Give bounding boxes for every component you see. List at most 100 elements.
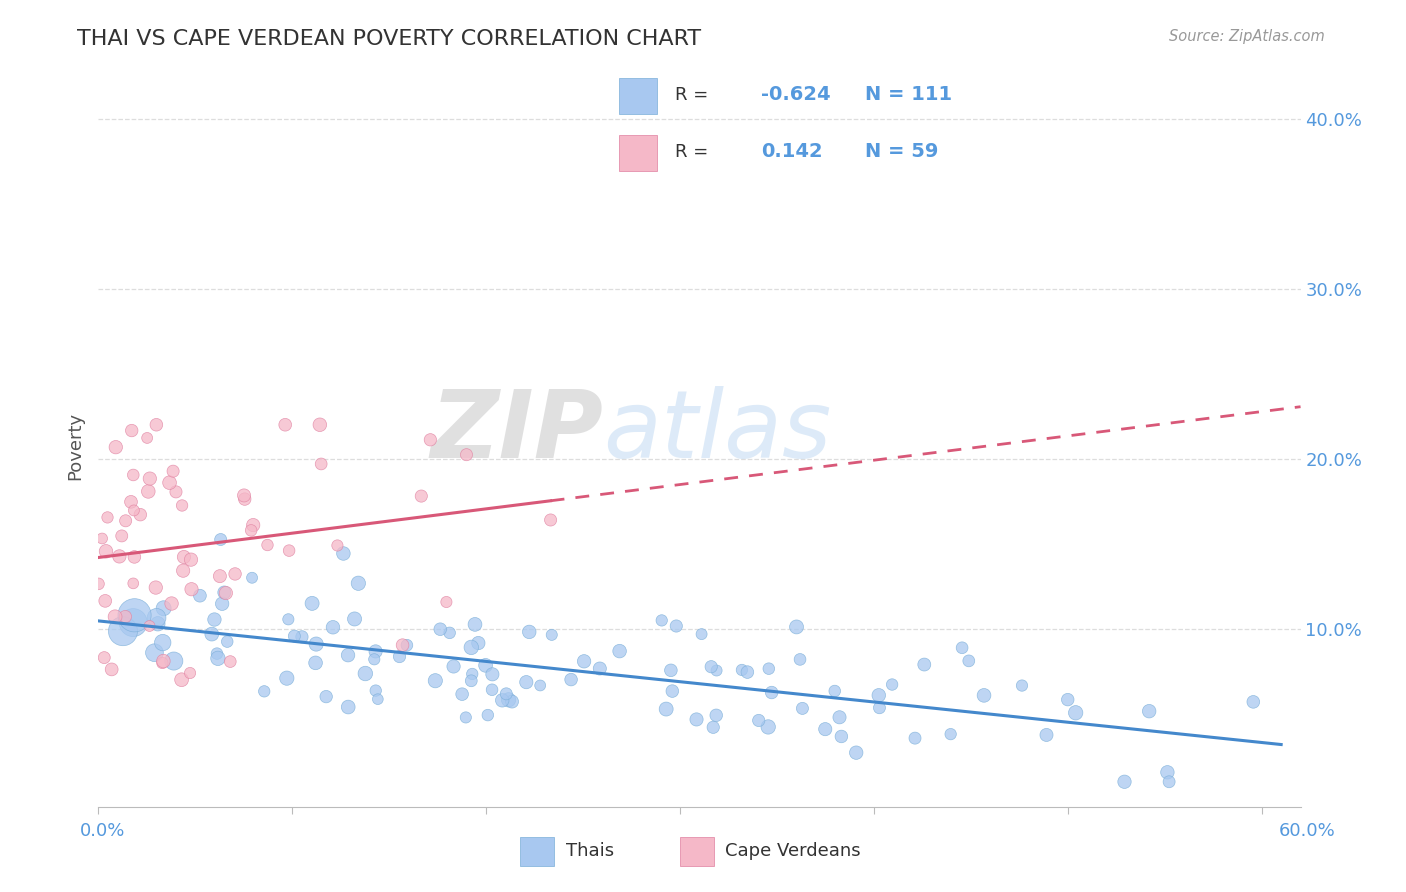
Point bbox=[124, 549, 146, 564]
Point bbox=[609, 644, 631, 658]
Point bbox=[364, 683, 387, 698]
Point bbox=[973, 689, 995, 703]
Point bbox=[180, 582, 202, 597]
Point bbox=[443, 659, 465, 673]
Point bbox=[145, 581, 167, 595]
Point bbox=[912, 657, 935, 672]
Point bbox=[207, 651, 229, 665]
Point bbox=[481, 682, 503, 697]
Point bbox=[367, 692, 389, 706]
Point bbox=[122, 503, 145, 517]
Point bbox=[111, 529, 134, 543]
Point bbox=[322, 620, 344, 634]
Point bbox=[540, 628, 562, 642]
Point bbox=[761, 685, 783, 699]
Point bbox=[337, 700, 360, 714]
Point bbox=[363, 652, 385, 666]
Point bbox=[104, 440, 127, 454]
Point bbox=[1056, 692, 1078, 706]
Point bbox=[792, 701, 814, 715]
Point bbox=[1156, 765, 1178, 780]
Point bbox=[460, 673, 482, 688]
Point bbox=[274, 417, 297, 432]
Point bbox=[498, 693, 520, 707]
Point bbox=[201, 627, 224, 641]
Point bbox=[481, 667, 503, 681]
Point bbox=[540, 513, 562, 527]
Point bbox=[165, 484, 187, 499]
Point bbox=[108, 549, 131, 564]
Point bbox=[136, 431, 159, 445]
Point bbox=[188, 589, 211, 603]
Point bbox=[214, 585, 236, 599]
Point bbox=[737, 665, 759, 679]
Point bbox=[786, 620, 808, 634]
Point bbox=[162, 464, 184, 478]
Point bbox=[685, 713, 707, 727]
Point bbox=[1137, 704, 1160, 718]
Point bbox=[425, 673, 447, 688]
Point bbox=[789, 652, 811, 666]
Point bbox=[305, 637, 328, 651]
Point bbox=[309, 457, 332, 471]
Point bbox=[145, 611, 167, 625]
Point bbox=[501, 695, 523, 709]
Text: Thais: Thais bbox=[565, 842, 614, 860]
Point bbox=[659, 663, 682, 677]
Point bbox=[139, 472, 162, 486]
Point bbox=[491, 693, 513, 707]
Point bbox=[1114, 774, 1136, 789]
Point bbox=[1064, 706, 1087, 720]
Point bbox=[474, 658, 496, 673]
Point bbox=[560, 673, 582, 687]
Text: atlas: atlas bbox=[603, 386, 831, 477]
Point bbox=[845, 746, 868, 760]
Point bbox=[690, 627, 713, 641]
Point bbox=[152, 601, 174, 615]
Point bbox=[904, 731, 927, 746]
Point bbox=[454, 710, 477, 724]
Text: THAI VS CAPE VERDEAN POVERTY CORRELATION CHART: THAI VS CAPE VERDEAN POVERTY CORRELATION… bbox=[77, 29, 702, 48]
Point bbox=[100, 662, 122, 676]
Text: 0.0%: 0.0% bbox=[80, 822, 125, 840]
Text: 0.142: 0.142 bbox=[761, 142, 823, 161]
Point bbox=[205, 647, 228, 661]
Text: N = 59: N = 59 bbox=[866, 142, 939, 161]
Point bbox=[94, 594, 117, 608]
Point bbox=[159, 475, 181, 490]
Point bbox=[529, 678, 551, 692]
Point bbox=[114, 609, 136, 624]
Point bbox=[120, 495, 142, 509]
Point bbox=[828, 710, 851, 724]
Point bbox=[429, 622, 451, 636]
Point bbox=[277, 612, 299, 626]
Point bbox=[150, 656, 173, 670]
Point bbox=[276, 671, 298, 685]
Point bbox=[655, 702, 678, 716]
Point bbox=[233, 488, 256, 502]
Point bbox=[731, 663, 754, 677]
Point bbox=[122, 576, 145, 591]
Point bbox=[215, 586, 238, 600]
Point bbox=[136, 484, 159, 499]
Point bbox=[91, 532, 114, 546]
Point bbox=[121, 424, 143, 438]
Point bbox=[204, 613, 226, 627]
Point bbox=[138, 619, 160, 633]
Point bbox=[172, 564, 194, 578]
Point bbox=[364, 644, 387, 658]
Point bbox=[665, 619, 688, 633]
FancyBboxPatch shape bbox=[620, 78, 657, 114]
Point bbox=[706, 664, 728, 678]
Text: R =: R = bbox=[675, 143, 714, 161]
Point bbox=[180, 552, 202, 566]
Point bbox=[950, 640, 973, 655]
Text: ZIP: ZIP bbox=[430, 385, 603, 477]
Point bbox=[451, 687, 474, 701]
Point bbox=[278, 543, 301, 558]
Point bbox=[242, 518, 264, 533]
Point bbox=[388, 649, 411, 664]
Point bbox=[748, 714, 770, 728]
Text: Cape Verdeans: Cape Verdeans bbox=[725, 842, 860, 860]
Point bbox=[589, 661, 612, 675]
